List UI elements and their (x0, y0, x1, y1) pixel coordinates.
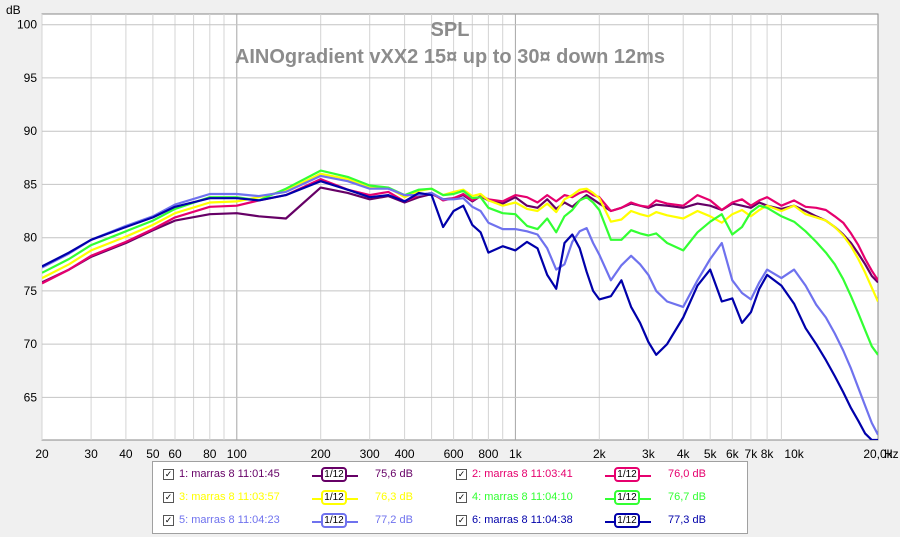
chart-title: SPL (431, 19, 470, 41)
legend-checkbox[interactable]: ✓ (163, 515, 174, 526)
x-tick-label: 300 (360, 447, 380, 460)
x-tick-label: 20,0k (863, 447, 893, 460)
y-tick-label: 85 (24, 177, 38, 191)
x-tick-label: 50 (146, 447, 160, 460)
x-tick-label: 7k (745, 447, 759, 460)
y-tick-label: 90 (24, 124, 38, 138)
y-tick-label: 95 (24, 71, 38, 85)
legend-item-2: ✓ 2: marras 8 11:03:41 1/12 76,0 dB (456, 466, 736, 486)
legend-value: 77,2 dB (375, 514, 413, 526)
plot-background (41, 13, 879, 441)
x-tick-label: 600 (444, 447, 464, 460)
tick-labels: 20 30 40 50 60 80 100 200 300 400 600 800 1k 2k 3k 4k 5k… (17, 18, 894, 460)
legend-checkbox[interactable]: ✓ (163, 492, 174, 503)
x-tick-label: 40 (119, 447, 133, 460)
series-line-6 (42, 180, 878, 440)
legend-checkbox[interactable]: ✓ (456, 492, 467, 503)
smoothing-button[interactable]: 1/12 (614, 467, 640, 482)
y-axis-label: dB (6, 3, 21, 17)
x-tick-label: 6k (726, 447, 740, 460)
x-tick-label: 200 (311, 447, 331, 460)
legend-value: 76,3 dB (375, 491, 413, 503)
legend-value: 76,7 dB (668, 491, 706, 503)
smoothing-button[interactable]: 1/12 (614, 490, 640, 505)
y-tick-label: 75 (24, 284, 38, 298)
legend-label: 2: marras 8 11:03:41 (472, 468, 573, 480)
smoothing-button[interactable]: 1/12 (321, 490, 347, 505)
y-tick-label: 65 (24, 390, 38, 404)
legend-item-5: ✓ 5: marras 8 11:04:23 1/12 77,2 dB (163, 512, 443, 532)
x-tick-label: 60 (168, 447, 182, 460)
legend-label: 4: marras 8 11:04:10 (472, 491, 573, 503)
legend-value: 76,0 dB (668, 468, 706, 480)
legend-checkbox[interactable]: ✓ (163, 469, 174, 480)
x-tick-label: 1k (509, 447, 523, 460)
x-tick-label: 400 (395, 447, 415, 460)
legend-label: 1: marras 8 11:01:45 (179, 468, 280, 480)
series-line-3 (42, 172, 878, 302)
legend-checkbox[interactable]: ✓ (456, 469, 467, 480)
series-line-4 (42, 169, 878, 356)
spl-chart: 20 30 40 50 60 80 100 200 300 400 600 800 1k 2k 3k 4k 5k… (6, 3, 899, 460)
grid (41, 14, 878, 440)
x-tick-label: 80 (203, 447, 217, 460)
legend-item-1: ✓ 1: marras 8 11:01:45 1/12 75,6 dB (163, 466, 443, 486)
series-line-2 (42, 178, 878, 285)
series-layer (42, 169, 878, 440)
legend-item-6: ✓ 6: marras 8 11:04:38 1/12 77,3 dB (456, 512, 736, 532)
x-tick-label: 5k (704, 447, 718, 460)
legend-item-3: ✓ 3: marras 8 11:03:57 1/12 76,3 dB (163, 489, 443, 509)
y-tick-label: 70 (24, 337, 38, 351)
x-tick-label: 800 (478, 447, 498, 460)
x-tick-label: 100 (227, 447, 247, 460)
legend-checkbox[interactable]: ✓ (456, 515, 467, 526)
x-tick-label: 30 (84, 447, 98, 460)
smoothing-button[interactable]: 1/12 (321, 513, 347, 528)
x-tick-label: 3k (642, 447, 656, 460)
y-tick-label: 80 (24, 231, 38, 245)
y-tick-label: 100 (17, 18, 37, 32)
x-axis-label: Hz (884, 447, 899, 460)
chart-subtitle: AINOgradient vXX2 15¤ up to 30¤ down 12m… (235, 46, 665, 68)
series-line-5 (42, 174, 878, 436)
x-tick-label: 2k (593, 447, 607, 460)
x-tick-label: 20 (35, 447, 49, 460)
x-tick-label: 10k (784, 447, 804, 460)
legend-label: 3: marras 8 11:03:57 (179, 491, 280, 503)
legend-label: 5: marras 8 11:04:23 (179, 514, 280, 526)
legend-item-4: ✓ 4: marras 8 11:04:10 1/12 76,7 dB (456, 489, 736, 509)
legend: ✓ 1: marras 8 11:01:45 1/12 75,6 dB ✓ 2: marr… (152, 461, 748, 534)
smoothing-button[interactable]: 1/12 (614, 513, 640, 528)
legend-value: 75,6 dB (375, 468, 413, 480)
legend-value: 77,3 dB (668, 514, 706, 526)
x-tick-label: 4k (677, 447, 691, 460)
legend-label: 6: marras 8 11:04:38 (472, 514, 573, 526)
smoothing-button[interactable]: 1/12 (321, 467, 347, 482)
x-tick-label: 8k (761, 447, 775, 460)
